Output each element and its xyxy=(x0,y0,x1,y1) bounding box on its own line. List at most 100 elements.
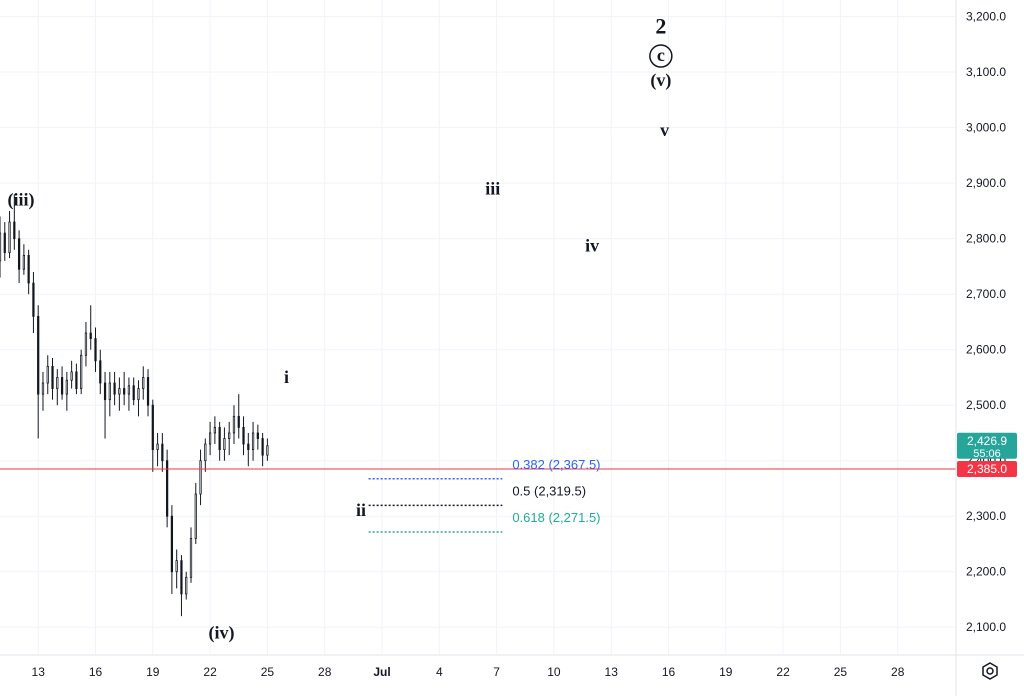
candle-body xyxy=(32,282,35,317)
candle-body xyxy=(146,377,150,406)
current-price-badge xyxy=(957,432,1017,459)
candle-body xyxy=(84,332,88,356)
candle-body xyxy=(103,382,107,401)
current-price-label: 2,426.9 xyxy=(967,434,1007,448)
line-price-badge xyxy=(957,461,1017,478)
candle-body xyxy=(80,354,83,389)
time-tick-label: 7 xyxy=(493,665,500,679)
candle-body xyxy=(108,382,111,401)
candle-body xyxy=(161,443,164,462)
candle-body xyxy=(0,232,2,262)
candles xyxy=(0,194,269,617)
candle-body xyxy=(3,232,6,253)
chart-grid xyxy=(0,0,955,655)
candle-body xyxy=(204,443,207,462)
candle-body xyxy=(223,438,226,451)
price-tick-label: 2,100.0 xyxy=(966,620,1006,634)
candle-body xyxy=(13,221,16,240)
wave-label: 2 xyxy=(655,13,666,38)
wave-label: iii xyxy=(485,178,500,198)
candle-body xyxy=(151,404,154,451)
time-axis: 13 16 19 22 25 28 Jul 4 7 10 13 16 19 22 25 28 xyxy=(0,654,1024,679)
time-tick-label: 22 xyxy=(203,665,217,679)
candle-body xyxy=(175,560,178,573)
price-tick-label: 3,000.0 xyxy=(966,121,1006,135)
candle-body xyxy=(113,382,116,395)
time-tick-label: 4 xyxy=(436,665,443,679)
fib-level-label: 0.618 (2,271.5) xyxy=(512,510,600,525)
candle-body xyxy=(194,493,197,539)
candle-body xyxy=(242,427,245,445)
candle-body xyxy=(37,315,40,395)
wave-label: c xyxy=(657,45,665,65)
candle-body xyxy=(41,382,45,395)
price-tick-label: 2,600.0 xyxy=(966,343,1006,357)
price-tick-label: 3,100.0 xyxy=(966,65,1006,79)
wave-label: iv xyxy=(585,235,599,255)
time-tick-label: 28 xyxy=(318,665,332,679)
candle-body xyxy=(237,415,240,428)
time-tick-label: Jul xyxy=(373,665,390,679)
time-tick-label: 13 xyxy=(32,665,46,679)
candle-body xyxy=(189,538,193,578)
wave-label: i xyxy=(284,367,289,387)
candle-body xyxy=(228,432,231,439)
fibonacci-retracement: 0.382 (2,367.5) 0.5 (2,319.5) 0.618 (2,271… xyxy=(368,457,601,533)
time-tick-label: 25 xyxy=(261,665,275,679)
candle-body xyxy=(8,221,11,253)
candle-body xyxy=(185,576,188,595)
price-badges: 2,426.955:06 2,385.0 xyxy=(957,432,1017,478)
candle-body xyxy=(56,377,59,389)
time-tick-label: 22 xyxy=(776,665,790,679)
wave-label: (iii) xyxy=(8,189,35,210)
candle-body xyxy=(127,385,131,395)
time-tick-label: 16 xyxy=(89,665,103,679)
candle-body xyxy=(218,427,221,451)
candle-body xyxy=(99,360,102,384)
price-axis: 3,200.0 3,100.0 3,000.0 2,900.0 2,800.0 2,700… xyxy=(955,0,1006,696)
candle-body xyxy=(70,371,73,381)
time-tick-label: 16 xyxy=(662,665,676,679)
wave-label: v xyxy=(660,120,669,140)
time-tick-label: 28 xyxy=(891,665,905,679)
price-tick-label: 2,200.0 xyxy=(966,565,1006,579)
candle-body xyxy=(247,443,250,451)
candle-body xyxy=(180,560,183,595)
candle-body xyxy=(261,438,264,456)
candle-body xyxy=(60,377,64,395)
candle-body xyxy=(89,332,92,340)
candle-body xyxy=(170,515,174,573)
candle-body xyxy=(17,238,21,270)
candle-body xyxy=(256,432,259,439)
wave-label: ii xyxy=(356,500,366,520)
settings-icon xyxy=(982,662,998,680)
candle-body xyxy=(137,388,140,401)
candle-body xyxy=(51,365,54,389)
price-tick-label: 2,900.0 xyxy=(966,176,1006,190)
wave-label: (iv) xyxy=(209,622,235,643)
price-tick-label: 3,200.0 xyxy=(966,10,1006,24)
candle-body xyxy=(142,377,145,389)
candle-body xyxy=(118,388,121,395)
fib-level-label: 0.382 (2,367.5) xyxy=(512,457,600,472)
candle-body xyxy=(75,371,78,389)
candle-body xyxy=(94,338,97,362)
candle-body xyxy=(266,445,269,456)
line-price-label: 2,385.0 xyxy=(967,462,1007,476)
countdown-label: 55:06 xyxy=(973,448,1001,460)
fib-level-label: 0.5 (2,319.5) xyxy=(512,483,586,498)
wave-label: (v) xyxy=(650,70,671,91)
candle-body xyxy=(65,379,68,395)
time-tick-label: 13 xyxy=(605,665,619,679)
candle-body xyxy=(27,254,30,284)
time-tick-label: 25 xyxy=(834,665,848,679)
price-tick-label: 2,300.0 xyxy=(966,509,1006,523)
time-tick-label: 10 xyxy=(547,665,561,679)
candle-body xyxy=(199,460,202,495)
candle-body xyxy=(166,460,169,517)
chart-settings-button[interactable] xyxy=(976,657,1004,685)
price-tick-label: 2,500.0 xyxy=(966,398,1006,412)
candle-body xyxy=(232,415,236,434)
